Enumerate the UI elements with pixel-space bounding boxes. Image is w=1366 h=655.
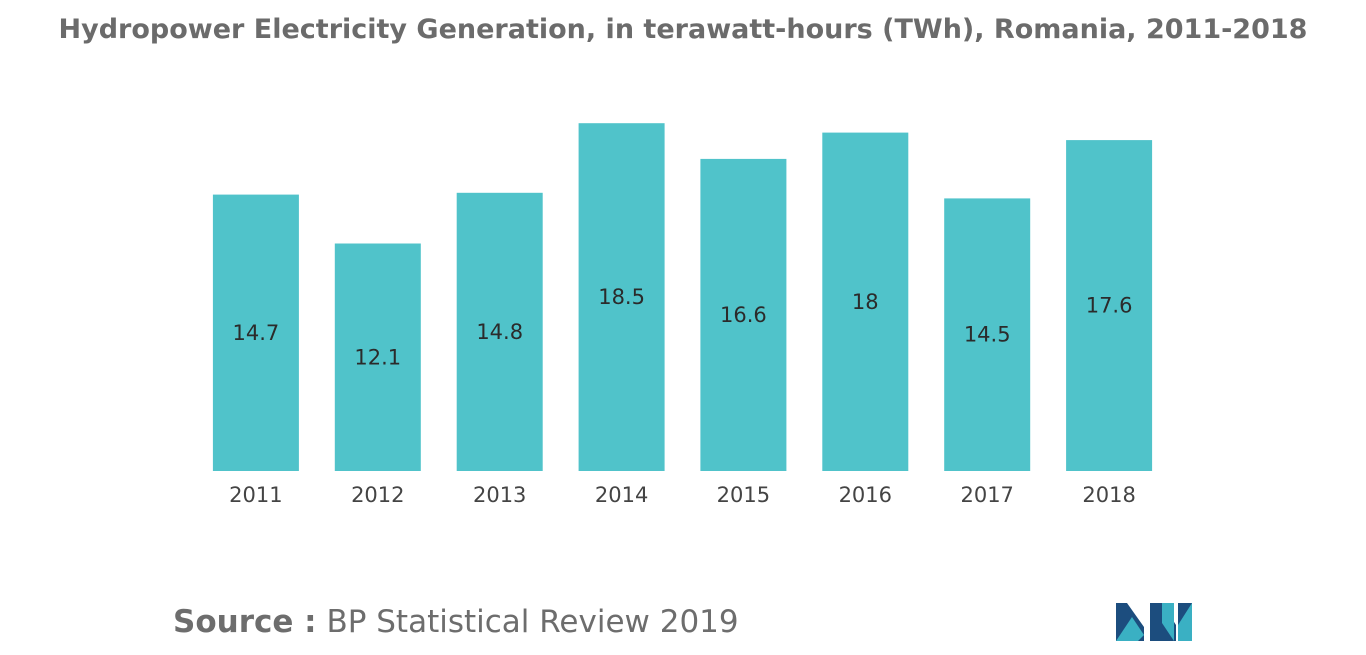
bar-value-label-2014: 18.5 [598, 285, 645, 309]
bars-group [212, 123, 1153, 472]
bar-2015 [700, 158, 787, 471]
x-tick-label-2017: 2017 [960, 483, 1013, 507]
x-axis-tick-labels: 2011 2012 2013 2014 2015 2016 2017 2018 [229, 483, 1136, 507]
bar-2017 [944, 198, 1031, 471]
bar-2016 [822, 132, 909, 471]
x-tick-label-2012: 2012 [351, 483, 404, 507]
bar-value-label-2018: 17.6 [1086, 294, 1133, 318]
source-note: Source : BP Statistical Review 2019 [173, 604, 739, 640]
x-tick-label-2016: 2016 [839, 483, 892, 507]
bar-2018 [1066, 140, 1153, 471]
bar-2013 [456, 192, 543, 472]
bar-value-label-2015: 16.6 [720, 303, 767, 327]
x-tick-label-2015: 2015 [717, 483, 770, 507]
bar-2014 [578, 123, 665, 471]
bar-value-label-2017: 14.5 [964, 323, 1011, 347]
bar-2012 [334, 243, 421, 471]
chart-title: Hydropower Electricity Generation, in te… [58, 14, 1308, 45]
x-tick-label-2011: 2011 [229, 483, 282, 507]
x-tick-label-2018: 2018 [1082, 483, 1135, 507]
bar-2011 [212, 194, 299, 471]
source-label: Source : [173, 604, 317, 640]
mordor-intelligence-logo-icon [1116, 603, 1192, 641]
bar-value-label-2013: 14.8 [476, 320, 523, 344]
x-tick-label-2013: 2013 [473, 483, 526, 507]
bar-value-label-2011: 14.7 [233, 321, 280, 345]
bar-labels-group: 14.7 12.1 14.8 18.5 16.6 18 14.5 17.6 [233, 285, 1133, 369]
x-tick-label-2014: 2014 [595, 483, 648, 507]
bar-value-label-2012: 12.1 [354, 345, 401, 369]
source-text: BP Statistical Review 2019 [326, 604, 739, 640]
bar-value-label-2016: 18 [852, 290, 879, 314]
